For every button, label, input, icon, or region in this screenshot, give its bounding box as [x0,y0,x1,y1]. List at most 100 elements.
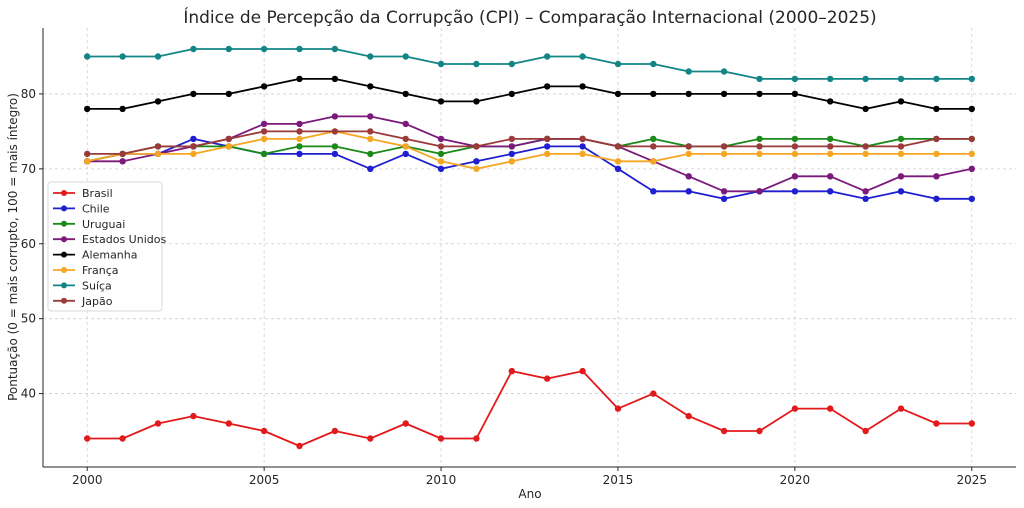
data-point-brasil-2022 [862,427,869,435]
data-point-brasil-2024 [933,420,940,427]
data-point-brasil-2012 [508,367,515,375]
data-point-brasil-2018 [720,427,728,435]
data-point-franca-2003 [190,150,197,158]
data-point-uruguai-2021 [827,135,834,143]
data-point-alemanha-2019 [756,90,763,98]
data-point-chile-2020 [791,188,799,195]
data-point-japao-2022 [862,143,869,150]
series-line-japao [87,130,972,155]
data-point-uruguai-2007 [331,143,339,150]
data-point-suica-2017 [685,68,692,75]
data-point-alemanha-2009 [402,90,409,98]
legend-label-brasil: Brasil [82,187,113,200]
data-point-suica-2012 [508,60,515,68]
legend-label-alemanha: Alemanha [82,249,138,262]
data-point-japao-2011 [473,143,480,150]
data-point-alemanha-2016 [650,90,657,98]
data-point-japao-2006 [296,128,303,135]
data-point-japao-2004 [225,135,232,143]
data-point-japao-2010 [437,143,445,150]
legend-item-brasil: Brasil [53,187,113,200]
data-point-brasil-2015 [614,405,622,412]
data-point-japao-2017 [685,143,692,150]
data-point-brasil-2017 [685,412,692,420]
data-point-estados-unidos-2025 [968,165,975,172]
data-point-chile-2011 [473,158,480,165]
x-tick-label-2025: 2025 [956,473,987,487]
data-point-franca-2000 [84,158,91,165]
data-point-alemanha-2025 [968,105,975,113]
data-point-chile-2021 [827,188,834,195]
data-point-alemanha-2023 [897,98,905,105]
data-point-uruguai-2010 [437,150,445,158]
legend-marker-alemanha [61,251,67,258]
data-point-brasil-2002 [154,420,162,427]
data-point-estados-unidos-2008 [367,113,374,120]
data-point-japao-2019 [756,143,763,150]
data-point-brasil-2013 [544,375,551,382]
data-point-alemanha-2022 [862,105,869,113]
data-point-franca-2015 [614,158,622,165]
data-point-alemanha-2008 [367,83,374,90]
data-point-alemanha-2024 [933,105,940,113]
data-point-suica-2007 [331,45,339,53]
data-point-estados-unidos-2001 [119,158,126,165]
data-point-franca-2002 [154,150,162,158]
data-point-estados-unidos-2022 [862,188,869,195]
data-point-japao-2007 [331,128,339,135]
data-point-franca-2020 [791,150,799,158]
data-point-japao-2023 [897,143,905,150]
data-point-chile-2009 [402,150,409,158]
data-point-suica-2008 [367,53,374,60]
data-point-chile-2025 [968,195,975,202]
y-tick-label-40: 40 [21,387,36,401]
data-point-estados-unidos-2007 [331,113,339,120]
data-point-uruguai-2005 [260,150,268,158]
legend-marker-suica [61,282,67,289]
data-point-estados-unidos-2017 [685,173,692,180]
data-point-franca-2022 [862,150,869,158]
data-point-chile-2013 [544,143,551,150]
data-point-japao-2008 [367,128,374,135]
data-point-alemanha-2014 [579,83,586,90]
data-point-uruguai-2023 [897,135,905,143]
data-point-suica-2021 [827,75,834,83]
data-point-japao-2025 [968,135,975,143]
data-point-alemanha-2015 [614,90,622,98]
data-point-suica-2001 [119,53,126,60]
data-point-japao-2002 [154,143,162,150]
ticks: 40 50 60 70 80 2000 2005 2010 2015 2020 2025 [21,87,987,487]
x-tick-label-2020: 2020 [780,473,811,487]
y-tick-label-60: 60 [21,237,36,251]
data-point-suica-2006 [296,45,303,53]
legend-marker-japao [61,297,67,304]
data-point-alemanha-2004 [225,90,232,98]
data-point-brasil-2003 [190,412,197,420]
data-point-alemanha-2007 [331,75,339,83]
data-point-franca-2025 [968,150,975,158]
chart-title: Índice de Percepção da Corrupção (CPI) –… [183,6,876,28]
data-point-franca-2011 [473,165,480,172]
x-tick-label-2000: 2000 [72,473,103,487]
data-point-estados-unidos-2023 [897,173,905,180]
series-japao [84,128,975,158]
data-point-alemanha-2010 [437,98,445,105]
data-point-suica-2023 [897,75,905,83]
data-point-brasil-2019 [756,427,763,435]
data-point-chile-2022 [862,195,869,202]
data-point-alemanha-2002 [154,98,162,105]
y-tick-label-70: 70 [21,162,36,176]
data-point-estados-unidos-2010 [437,135,445,143]
data-point-brasil-2009 [402,420,409,427]
data-point-alemanha-2017 [685,90,692,98]
data-point-suica-2018 [720,68,728,75]
data-point-brasil-2008 [367,435,374,442]
data-point-chile-2024 [933,195,940,202]
data-point-estados-unidos-2006 [296,120,303,128]
data-point-franca-2018 [720,150,728,158]
data-point-suica-2009 [402,53,409,60]
data-point-brasil-2000 [84,435,91,442]
legend-label-uruguai: Uruguai [82,218,125,231]
data-point-alemanha-2013 [544,83,551,90]
data-point-chile-2006 [296,150,303,158]
